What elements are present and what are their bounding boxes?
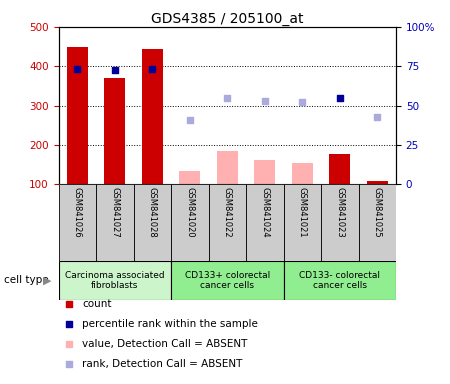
Bar (208, 184, 246, 261)
Point (224, 95, 231, 101)
Text: ▶: ▶ (43, 275, 51, 285)
Point (74, 66, 81, 72)
Text: GSM841021: GSM841021 (298, 187, 307, 237)
Bar (134, 184, 171, 261)
Title: GDS4385 / 205100_at: GDS4385 / 205100_at (151, 12, 303, 26)
Point (316, 7, 323, 13)
Text: cell type: cell type (4, 275, 49, 285)
Text: rank, Detection Call = ABSENT: rank, Detection Call = ABSENT (82, 359, 243, 369)
Bar (180, 170, 200, 184)
Point (374, 114, 381, 121)
Bar (292, 163, 313, 184)
Bar (96, 184, 134, 261)
Bar (58, 261, 171, 300)
Text: count: count (82, 298, 112, 309)
Point (186, 117, 194, 123)
Text: GSM841023: GSM841023 (335, 187, 344, 237)
Bar (246, 184, 284, 261)
Bar (321, 184, 359, 261)
Bar (58, 184, 96, 261)
Text: GSM841025: GSM841025 (373, 187, 382, 237)
Point (316, 190, 323, 196)
Bar (329, 154, 350, 184)
Bar (67, 46, 88, 184)
Point (261, 98, 268, 104)
Text: GSM841026: GSM841026 (73, 187, 82, 237)
Bar (217, 151, 238, 184)
Text: CD133- colorectal
cancer cells: CD133- colorectal cancer cells (299, 271, 380, 290)
Text: GSM841020: GSM841020 (185, 187, 194, 237)
Point (148, 66, 156, 73)
Bar (367, 181, 387, 184)
Bar (284, 261, 396, 300)
Point (111, 67, 118, 73)
Text: GSM841027: GSM841027 (110, 187, 119, 237)
Text: GSM841022: GSM841022 (223, 187, 232, 237)
Text: GSM841024: GSM841024 (260, 187, 269, 237)
Text: percentile rank within the sample: percentile rank within the sample (82, 319, 258, 329)
Bar (104, 78, 125, 184)
Bar (359, 184, 396, 261)
Bar (171, 261, 284, 300)
Point (336, 95, 343, 101)
Text: CD133+ colorectal
cancer cells: CD133+ colorectal cancer cells (184, 271, 270, 290)
Bar (284, 184, 321, 261)
Text: Carcinoma associated
fibroblasts: Carcinoma associated fibroblasts (65, 271, 165, 290)
Text: GSM841028: GSM841028 (148, 187, 157, 237)
Text: value, Detection Call = ABSENT: value, Detection Call = ABSENT (82, 339, 248, 349)
Bar (142, 49, 162, 184)
Bar (254, 159, 275, 184)
Point (299, 99, 306, 106)
Bar (171, 184, 208, 261)
